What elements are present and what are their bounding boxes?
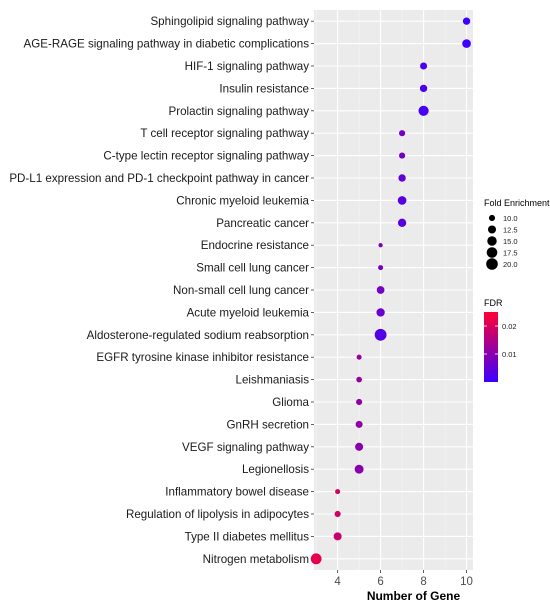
data-point <box>374 328 387 341</box>
y-axis-label: Chronic myeloid leukemia <box>176 194 309 207</box>
x-axis-tick-label: 10 <box>460 576 473 588</box>
size-legend-dot <box>487 236 497 246</box>
y-axis-label: Sphingolipid signaling pathway <box>150 15 309 28</box>
data-point <box>356 376 362 383</box>
data-point <box>397 196 407 205</box>
size-legend-label: 12.5 <box>503 226 518 235</box>
size-legend-dot <box>488 214 496 222</box>
data-point <box>462 17 471 25</box>
y-axis-label: EGFR tyrosine kinase inhibitor resistanc… <box>96 351 309 364</box>
y-axis-label: C-type lectin receptor signaling pathway <box>103 150 309 163</box>
data-point <box>356 354 362 360</box>
y-axis-label: Inflammatory bowel disease <box>165 486 309 499</box>
size-legend-label: 10.0 <box>503 214 518 223</box>
x-axis-tick-labels: 4 6 8 10 <box>334 576 473 588</box>
x-axis-title: Number of Gene <box>367 589 461 603</box>
y-axis-label: HIF-1 signaling pathway <box>185 60 310 73</box>
y-axis-label: GnRH secretion <box>227 418 309 431</box>
size-legend-title: Fold Enrichment <box>484 198 550 208</box>
y-axis-label: Nitrogen metabolism <box>203 553 309 566</box>
data-point <box>418 105 429 116</box>
data-point <box>399 130 406 137</box>
data-point <box>399 152 406 159</box>
size-legend-label: 15.0 <box>503 237 518 246</box>
y-axis-labels: Sphingolipid signaling pathway AGE-RAGE s… <box>9 15 309 566</box>
y-axis-label: Regulation of lipolysis in adipocytes <box>126 508 309 521</box>
size-legend-dot <box>487 225 497 234</box>
y-axis-label: Acute myeloid leukemia <box>187 306 310 319</box>
x-axis-tick-label: 8 <box>420 576 426 588</box>
data-point <box>376 286 385 294</box>
y-axis-label: Legionellosis <box>242 463 309 476</box>
data-point <box>356 398 363 406</box>
data-point <box>355 442 364 451</box>
y-axis-label: T cell receptor signaling pathway <box>140 127 309 140</box>
data-point <box>378 265 384 271</box>
y-axis-label: Non-small cell lung cancer <box>173 284 309 297</box>
color-legend: FDR 0.01 0.02 <box>484 298 517 382</box>
data-point <box>419 84 428 93</box>
size-legend: Fold Enrichment 10.0 12.5 15.0 17.5 20.0 <box>484 198 550 270</box>
data-point <box>376 308 385 317</box>
size-legend-dot <box>486 258 498 270</box>
data-point <box>355 420 363 428</box>
data-point <box>334 510 341 518</box>
y-axis-label: PD-L1 expression and PD-1 checkpoint pat… <box>9 172 309 185</box>
fdr-colorbar <box>484 312 498 382</box>
size-legend-dot <box>486 247 498 258</box>
data-point <box>398 174 406 182</box>
x-axis-tick-label: 4 <box>334 576 341 588</box>
y-axis-ticks <box>311 20 314 560</box>
color-legend-title: FDR <box>484 298 503 308</box>
size-legend-label: 20.0 <box>503 260 518 269</box>
y-axis-label: Aldosterone-regulated sodium reabsorptio… <box>87 329 309 342</box>
data-point <box>462 39 471 48</box>
size-legend-label: 17.5 <box>503 249 518 258</box>
y-axis-label: Prolactin signaling pathway <box>169 105 310 118</box>
y-axis-label: Type II diabetes mellitus <box>185 530 310 543</box>
y-axis-label: AGE-RAGE signaling pathway in diabetic c… <box>24 38 310 51</box>
data-point <box>378 243 383 248</box>
data-point <box>420 62 428 70</box>
color-legend-label: 0.01 <box>502 350 517 359</box>
data-point <box>354 464 364 474</box>
data-point <box>333 532 342 541</box>
data-points <box>310 17 471 565</box>
y-axis-label: Glioma <box>272 396 309 409</box>
x-axis-tick-label: 6 <box>377 576 383 588</box>
y-axis-label: Pancreatic cancer <box>216 217 309 230</box>
data-point <box>397 218 407 227</box>
color-legend-label: 0.02 <box>502 322 517 331</box>
y-axis-label: Endocrine resistance <box>201 239 309 252</box>
y-axis-label: Leishmaniasis <box>236 374 310 387</box>
data-point <box>310 553 322 565</box>
y-axis-label: VEGF signaling pathway <box>182 441 309 454</box>
y-axis-label: Insulin resistance <box>219 82 309 95</box>
data-point <box>335 489 341 495</box>
grid-major-lines <box>314 10 473 570</box>
y-axis-label: Small cell lung cancer <box>196 262 309 275</box>
x-axis-ticks <box>337 570 467 573</box>
